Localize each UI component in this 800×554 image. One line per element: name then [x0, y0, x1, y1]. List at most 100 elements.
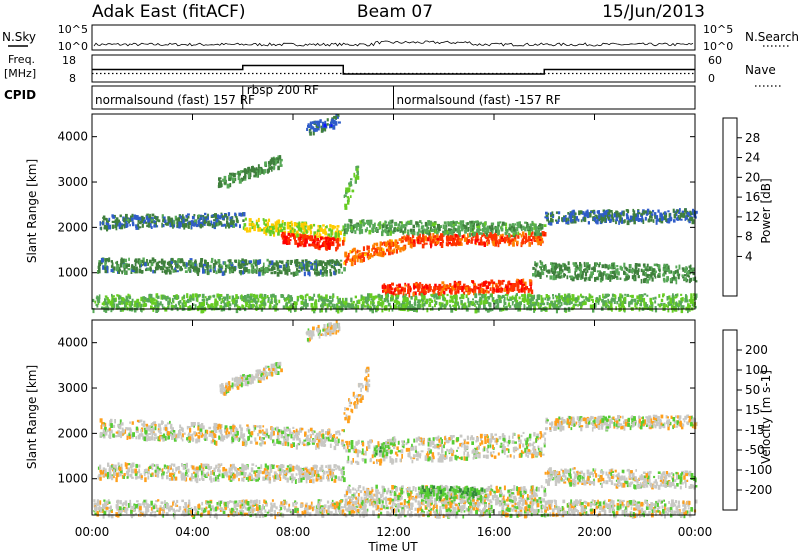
heatmap-cell-3706 [175, 294, 178, 299]
heatmap-cell-3149 [329, 305, 332, 311]
heatmap-cell-1510 [412, 231, 416, 236]
heatmap-cell-1836 [118, 270, 120, 274]
heatmap-cell-204 [150, 424, 154, 429]
heatmap-cell-4534 [229, 183, 232, 188]
heatmap-cell-4009 [337, 298, 340, 303]
heatmap-cell-119 [145, 424, 148, 429]
heatmap-cell-312 [176, 222, 179, 228]
heatmap-cell-3042 [669, 216, 672, 220]
heatmap-cell-470 [295, 233, 298, 238]
heatmap-cell-203 [138, 226, 142, 229]
heatmap-cell-225 [126, 222, 129, 228]
heatmap-cell-1840 [116, 260, 119, 265]
heatmap-cell-3985 [462, 293, 465, 298]
heatmap-cell-2692 [558, 263, 561, 267]
heatmap-cell-784 [355, 255, 358, 259]
heatmap-cell-149 [175, 218, 179, 221]
heatmap-cell-4650 [333, 115, 336, 119]
heatmap-cell-2568 [608, 274, 610, 279]
heatmap-cell-4587 [223, 175, 227, 181]
heatmap-cell-53 [216, 424, 220, 430]
heatmap-cell-3715 [680, 293, 683, 296]
heatmap-cell-2465 [581, 270, 584, 276]
heatmap-cell-1541 [420, 230, 423, 233]
heatmap-cell-2701 [663, 267, 667, 271]
heatmap-cell-3486 [491, 308, 494, 312]
heatmap-cell-2250 [428, 283, 431, 287]
heatmap-cell-328 [266, 222, 269, 227]
heatmap-cell-1566 [142, 257, 145, 263]
heatmap-cell-4280 [304, 295, 307, 299]
heatmap-cell-4305 [244, 296, 247, 302]
heatmap-cell-992 [510, 234, 514, 238]
heatmap-cell-499 [263, 227, 266, 232]
heatmap-cell-4017 [394, 299, 397, 303]
heatmap-cell-2049 [123, 267, 126, 271]
heatmap-cell-1501 [451, 232, 454, 236]
heatmap-cell-1908 [189, 260, 193, 265]
heatmap-cell-2414 [520, 287, 523, 293]
heatmap-cell-1555 [502, 221, 505, 226]
heatmap-cell-108 [320, 438, 323, 443]
heatmap-cell-3898 [426, 299, 428, 305]
heatmap-cell-3215 [181, 296, 184, 301]
heatmap-cell-3007 [659, 212, 662, 218]
heatmap-cell-349 [333, 225, 337, 229]
heatmap-cell-3689 [335, 304, 339, 307]
heatmap-cell-537 [342, 239, 345, 245]
heatmap-cell-2313 [457, 290, 460, 293]
heatmap-cell-1334 [469, 232, 472, 237]
heatmap-cell-4449 [268, 306, 271, 309]
heatmap-cell-584 [294, 236, 296, 241]
heatmap-cell-382 [330, 235, 333, 239]
heatmap-cell-615 [310, 238, 314, 242]
heatmap-cell-2461 [676, 271, 679, 276]
heatmap-cell-4230 [287, 297, 290, 300]
heatmap-cell-1603 [167, 268, 171, 273]
heatmap-cell-1311 [457, 225, 460, 229]
heatmap-cell-3716 [250, 300, 254, 303]
heatmap-cell-1073 [538, 240, 542, 245]
heatmap-cell-1360 [369, 224, 372, 228]
heatmap-cell-4532 [276, 157, 280, 161]
heatmap-cell-614 [330, 242, 333, 247]
heatmap-cell-172 [120, 223, 124, 226]
heatmap-cell-321 [336, 233, 338, 239]
heatmap-cell-99 [303, 439, 307, 442]
heatmap-cell-794 [398, 238, 402, 241]
heatmap-cell-3612 [610, 298, 613, 304]
heatmap-cell-4184 [153, 301, 156, 305]
heatmap-cell-1037 [487, 234, 490, 238]
heatmap-cell-3780 [278, 299, 281, 304]
heatmap-cell-957 [419, 237, 423, 240]
heatmap-cell-2760 [532, 266, 535, 270]
heatmap-cell-1965 [162, 262, 165, 266]
heatmap-cell-2650 [686, 278, 689, 282]
heatmap-cell-4157 [111, 299, 114, 305]
heatmap-cell-676 [344, 263, 347, 266]
heatmap-cell-2094 [338, 262, 341, 266]
heatmap-cell-561 [325, 245, 328, 251]
heatmap-cell-1480 [431, 222, 434, 226]
heatmap-cell-1088 [495, 240, 499, 244]
heatmap-cell-4517 [258, 168, 261, 172]
heatmap-cell-4329 [290, 303, 292, 307]
heatmap-cell-2427 [444, 287, 448, 291]
heatmap-cell-658 [281, 237, 285, 240]
heatmap-cell-902 [432, 233, 435, 237]
power-colorbar-tick-label-3: 16 [745, 190, 760, 204]
heatmap-cell-2010 [125, 270, 128, 275]
heatmap-cell-2017 [283, 267, 286, 272]
heatmap-cell-4259 [357, 305, 360, 309]
heatmap-cell-2441 [678, 264, 681, 270]
heatmap-cell-2561 [602, 272, 605, 277]
heatmap-cell-4183 [313, 293, 316, 297]
heatmap-cell-236 [115, 220, 118, 224]
heatmap-cell-2687 [596, 276, 599, 280]
heatmap-cell-3748 [646, 306, 650, 310]
heatmap-cell-22 [172, 222, 176, 228]
heatmap-cell-1125 [439, 225, 442, 228]
heatmap-cell-3096 [604, 211, 608, 215]
heatmap-cell-1650 [323, 266, 326, 270]
heatmap-cell-4028 [201, 302, 204, 307]
